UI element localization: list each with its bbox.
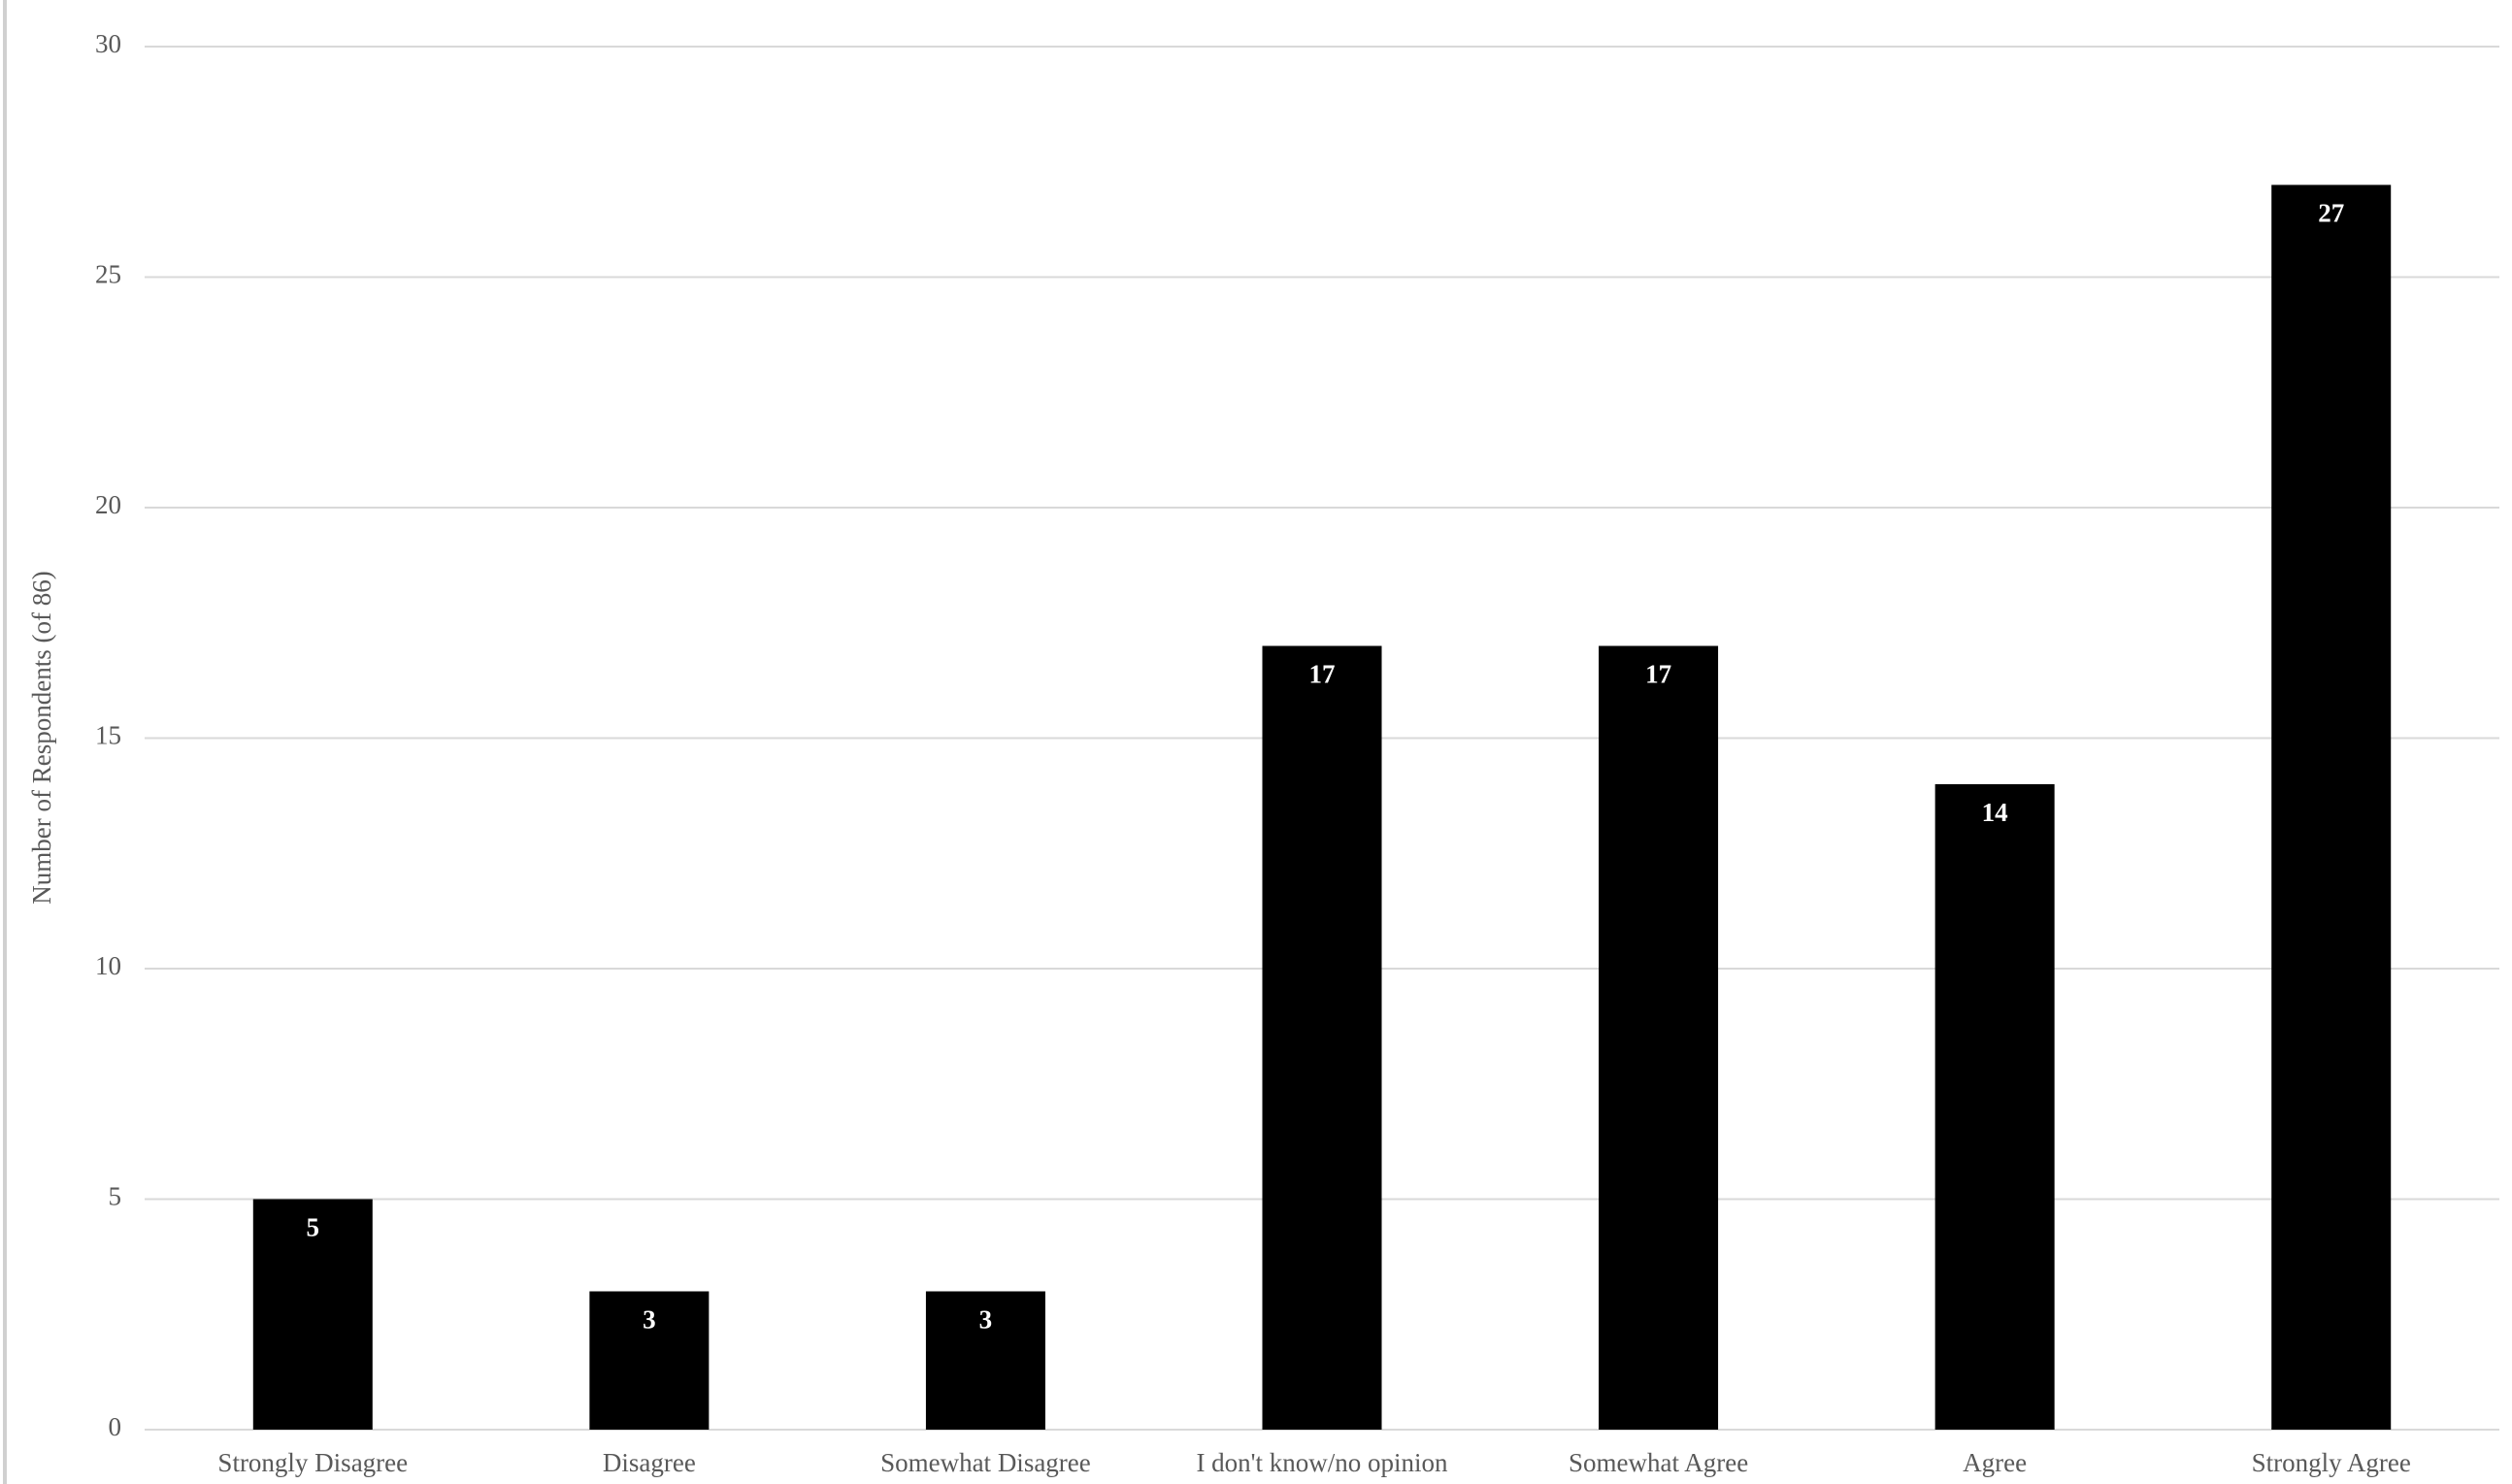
value-label: 17	[1645, 660, 1671, 689]
y-axis-label: Number of Respondents (of 86)	[27, 571, 56, 904]
bar	[1262, 645, 1382, 1430]
x-tick-label: Agree	[1963, 1448, 2027, 1477]
bar	[2271, 184, 2392, 1430]
value-label: 17	[1309, 660, 1336, 689]
bar	[589, 1291, 710, 1430]
bar	[925, 1291, 1045, 1430]
value-label: 3	[979, 1305, 993, 1335]
bar	[1934, 784, 2055, 1430]
value-label: 27	[2318, 199, 2344, 228]
bar	[252, 1199, 373, 1430]
bar	[1599, 645, 1719, 1430]
x-tick-label: Strongly Disagree	[217, 1448, 408, 1477]
y-tick-label: 25	[95, 260, 121, 289]
y-tick-label: 15	[95, 721, 121, 750]
value-label: 3	[643, 1305, 656, 1335]
x-tick-label: Somewhat Agree	[1569, 1448, 1748, 1477]
y-tick-label: 10	[95, 951, 121, 980]
y-tick-label: 30	[95, 29, 121, 58]
x-tick-label: I don't know/no opinion	[1196, 1448, 1448, 1477]
y-tick-label: 0	[109, 1412, 122, 1441]
y-tick-label: 20	[95, 490, 121, 519]
x-tick-label: Disagree	[603, 1448, 696, 1477]
y-tick-label: 5	[109, 1182, 122, 1211]
value-label: 5	[307, 1213, 320, 1242]
x-tick-label: Somewhat Disagree	[880, 1448, 1091, 1477]
value-label: 14	[1982, 798, 2008, 827]
x-tick-label: Strongly Agree	[2252, 1448, 2411, 1477]
